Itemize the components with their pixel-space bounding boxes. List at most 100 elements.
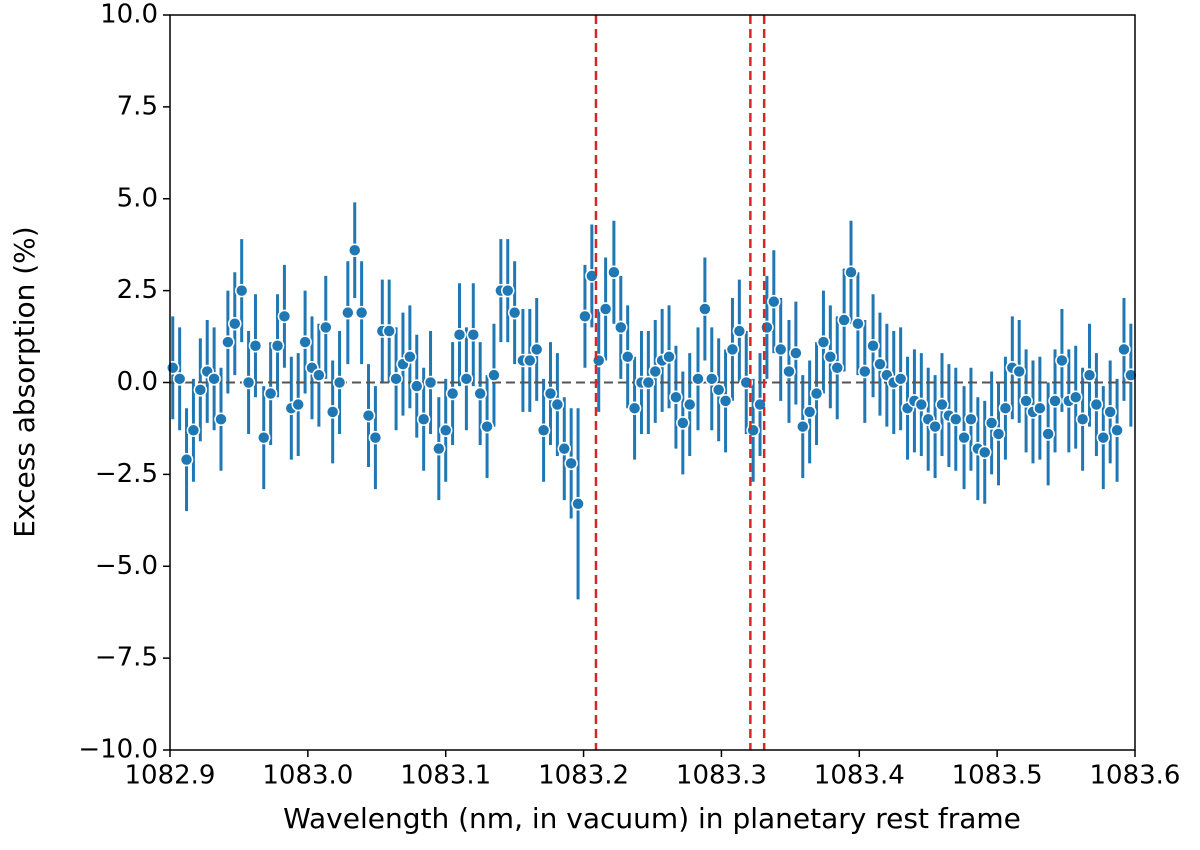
data-point: [1096, 430, 1111, 445]
data-point: [1048, 394, 1062, 408]
data-point: [423, 375, 438, 390]
x-tick-label: 1083.6: [1090, 761, 1181, 791]
data-point: [669, 390, 683, 404]
data-point: [957, 430, 971, 445]
y-axis-label: Excess absorption (%): [8, 226, 41, 537]
x-tick-label: 1083.0: [262, 761, 353, 791]
data-point: [998, 401, 1013, 415]
data-point: [620, 350, 635, 364]
data-point: [773, 342, 788, 357]
data-point: [248, 339, 263, 353]
data-point: [536, 423, 551, 438]
data-point: [507, 305, 522, 320]
data-point: [172, 372, 187, 386]
data-point: [543, 386, 558, 401]
data-point: [487, 368, 501, 382]
data-point: [698, 302, 712, 316]
data-point: [473, 386, 487, 401]
data-point: [1124, 368, 1138, 382]
data-point: [186, 423, 201, 438]
data-point: [682, 397, 697, 412]
data-point: [796, 419, 810, 434]
data-point: [228, 316, 242, 331]
data-point: [557, 441, 572, 456]
data-point: [732, 324, 747, 338]
data-point: [361, 408, 376, 423]
data-point: [298, 335, 312, 349]
data-point: [746, 423, 760, 438]
data-point: [591, 353, 606, 368]
x-axis-label: Wavelength (nm, in vacuum) in planetary …: [283, 802, 1021, 835]
data-point: [368, 430, 383, 445]
data-point: [234, 283, 249, 298]
data-point: [221, 335, 235, 349]
data-point: [438, 423, 453, 438]
data-point: [1082, 368, 1097, 382]
data-point: [325, 405, 340, 419]
data-point: [501, 283, 515, 298]
data-point: [166, 361, 180, 375]
data-point: [277, 309, 292, 324]
y-tick-label: −5.0: [95, 551, 158, 581]
y-tick-label: 5.0: [117, 183, 158, 213]
y-tick-label: −2.5: [95, 459, 158, 489]
data-point: [319, 320, 333, 335]
data-point: [648, 364, 663, 379]
data-point: [416, 412, 431, 426]
data-point: [332, 375, 347, 390]
data-point: [571, 497, 585, 511]
data-point: [270, 339, 285, 353]
data-point: [725, 342, 740, 357]
x-tick-label: 1083.4: [814, 761, 905, 791]
data-point: [782, 364, 796, 379]
data-point: [403, 350, 417, 364]
data-point: [466, 327, 481, 342]
data-point: [1117, 342, 1131, 357]
data-point: [691, 372, 705, 386]
data-point: [578, 309, 592, 324]
y-tick-label: −7.5: [95, 643, 158, 673]
data-point: [607, 265, 621, 279]
data-point: [1110, 423, 1124, 438]
data-point: [256, 430, 271, 445]
data-point: [1012, 364, 1026, 379]
data-point: [977, 445, 992, 460]
data-point: [949, 412, 963, 426]
data-point: [1103, 405, 1117, 419]
data-point: [291, 397, 305, 412]
data-point: [1068, 390, 1083, 404]
data-point: [789, 346, 803, 360]
x-tick-label: 1083.1: [400, 761, 491, 791]
data-point: [718, 394, 733, 408]
data-point: [480, 419, 494, 434]
data-point: [523, 353, 537, 368]
data-point: [705, 372, 719, 386]
plot-frame: [169, 14, 1136, 751]
data-point: [1019, 394, 1033, 408]
data-point: [711, 383, 726, 397]
data-point: [893, 372, 908, 386]
data-point: [550, 397, 565, 412]
x-tick-label: 1083.3: [676, 761, 767, 791]
data-point: [207, 372, 221, 386]
x-tick-label: 1082.9: [125, 761, 216, 791]
data-point: [382, 324, 396, 338]
data-point: [914, 397, 929, 412]
data-point: [858, 364, 872, 379]
data-point: [816, 335, 831, 349]
data-point: [627, 401, 642, 415]
data-point: [837, 313, 851, 327]
data-point: [641, 375, 656, 390]
data-point: [760, 320, 774, 335]
data-point: [873, 357, 887, 371]
data-point: [1089, 397, 1104, 412]
data-point: [676, 416, 690, 430]
data-point: [432, 441, 446, 456]
data-point: [312, 368, 326, 382]
data-point: [347, 243, 362, 257]
data-point: [866, 339, 880, 353]
data-point: [984, 416, 999, 430]
y-tick-label: −10.0: [78, 735, 158, 765]
data-point: [354, 305, 369, 320]
